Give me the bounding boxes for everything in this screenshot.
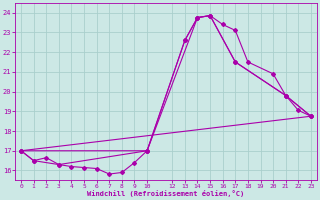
X-axis label: Windchill (Refroidissement éolien,°C): Windchill (Refroidissement éolien,°C) <box>87 190 244 197</box>
